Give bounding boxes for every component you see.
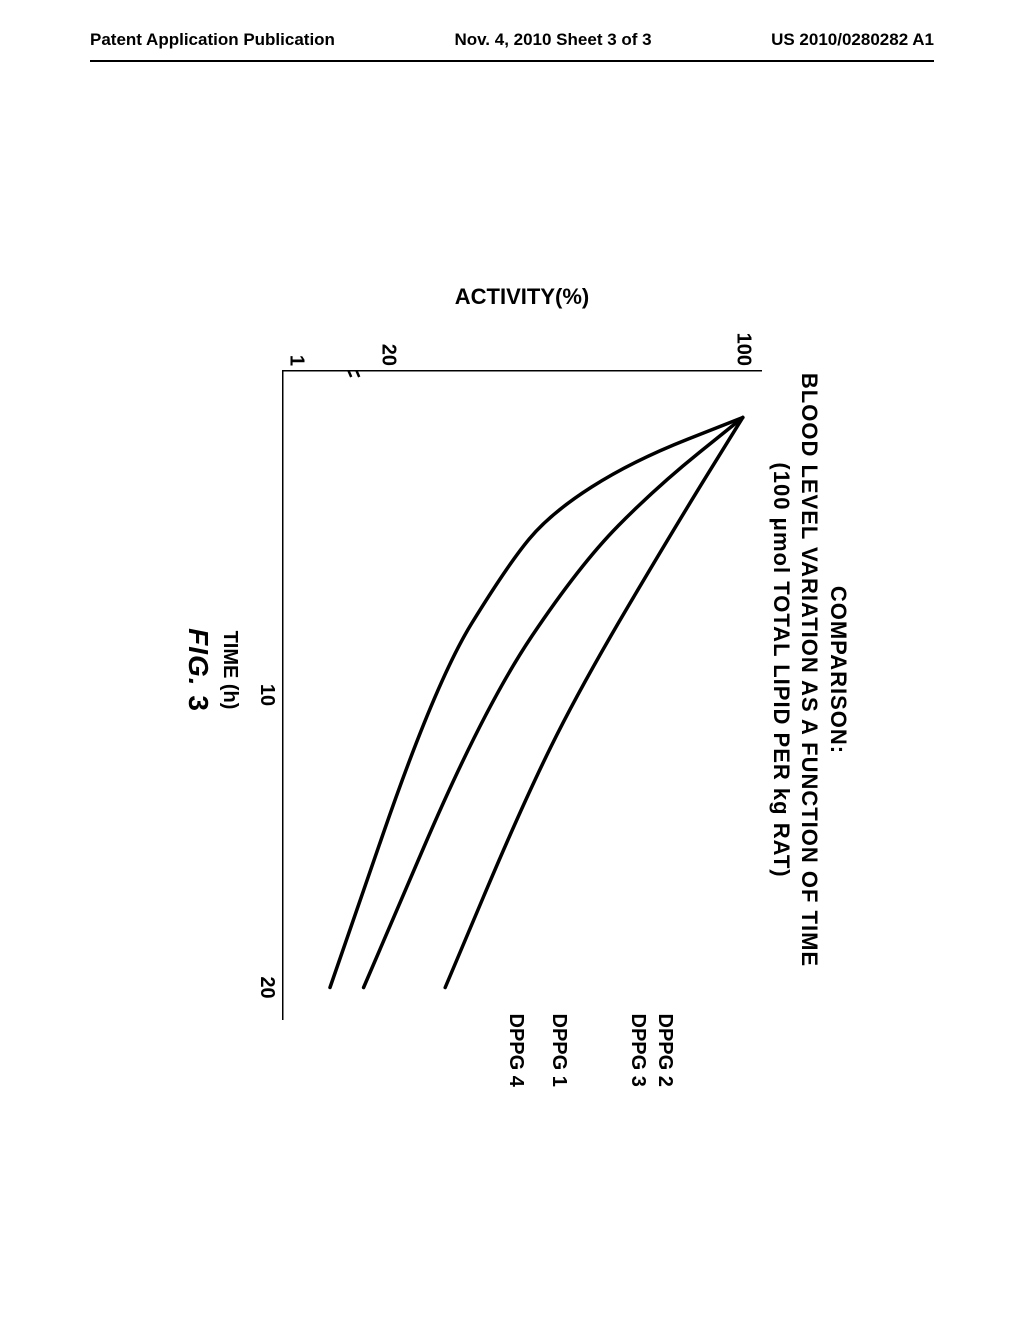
figure-stage: COMPARISON: BLOOD LEVEL VARIATION AS A F… (172, 180, 852, 1160)
x-axis-label: TIME (h) (218, 631, 241, 710)
y-tick-label: 100 (731, 333, 754, 366)
y-tick-label: 1 (285, 355, 308, 366)
figure-caption-prefix: FIG. (183, 628, 214, 686)
x-tick-label: 20 (255, 976, 278, 998)
series-label: DPPG 4 (504, 1014, 527, 1087)
figure-caption-number: 3 (183, 695, 214, 712)
x-axis-ticks: 10 20 (248, 320, 278, 1020)
figure-caption: FIG. 3 (182, 628, 214, 712)
plot-area: ACTIVITY(%) 100201 DPPG 2DPPG 3DPPG 1DPP… (282, 320, 762, 1020)
header-right: US 2010/0280282 A1 (771, 30, 934, 50)
series-label: DPPG 2 (653, 1014, 676, 1087)
figure-rotated-container: COMPARISON: BLOOD LEVEL VARIATION AS A F… (172, 190, 852, 1150)
y-axis-label: ACTIVITY(%) (455, 284, 589, 310)
series-label: DPPG 1 (547, 1014, 570, 1087)
chart-container: COMPARISON: BLOOD LEVEL VARIATION AS A F… (172, 190, 852, 1150)
chart-title: COMPARISON: BLOOD LEVEL VARIATION AS A F… (766, 190, 852, 1150)
header-left: Patent Application Publication (90, 30, 335, 50)
chart-title-line1: COMPARISON: (823, 190, 852, 1150)
chart-title-line2: BLOOD LEVEL VARIATION AS A FUNCTION OF T… (795, 190, 824, 1150)
series-label: DPPG 3 (626, 1014, 649, 1087)
chart-title-line3: (100 μmol TOTAL LIPID PER kg RAT) (766, 190, 795, 1150)
header-divider (90, 60, 934, 62)
y-axis-ticks: 100 20 1 (282, 320, 762, 370)
y-tick-label: 20 (376, 344, 399, 366)
header-center: Nov. 4, 2010 Sheet 3 of 3 (454, 30, 651, 50)
x-tick-label: 10 (255, 684, 278, 706)
chart-svg (282, 370, 762, 1020)
